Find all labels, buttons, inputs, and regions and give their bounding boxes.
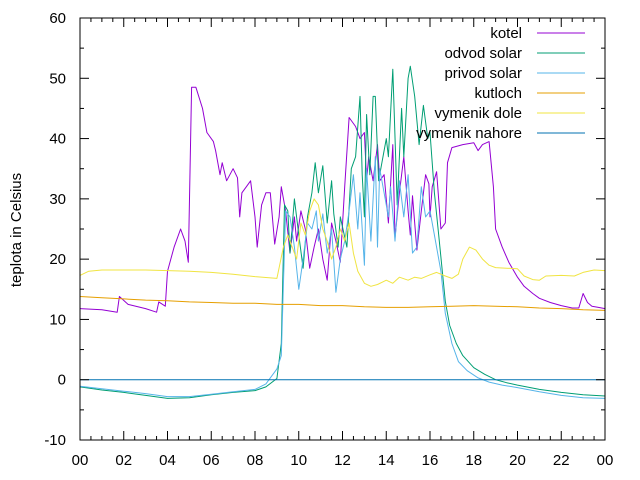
- x-axis: 00 02 04 06 08 10 12 14 16 18 20 22 00: [72, 18, 614, 469]
- x-tick-label: 08: [247, 452, 264, 469]
- y-tick-label: 10: [49, 311, 66, 328]
- x-tick-label: 04: [159, 452, 176, 469]
- plot-area: [79, 65, 606, 399]
- series-line-1: [79, 65, 606, 399]
- y-axis-title: teplota in Celsius: [8, 173, 25, 287]
- x-tick-label: 00: [597, 452, 614, 469]
- legend-label-2: privod solar: [444, 65, 522, 82]
- x-tick-label: 00: [72, 452, 89, 469]
- y-tick-label: -10: [44, 432, 66, 449]
- y-tick-label: 30: [49, 191, 66, 208]
- y-tick-label: 50: [49, 70, 66, 87]
- legend: kotel odvod solar privod solar kutloch vymen…: [416, 25, 585, 142]
- x-tick-label: 10: [290, 452, 307, 469]
- y-axis: -10 0 10 20 30 40 50 60: [44, 10, 605, 449]
- x-tick-label: 02: [115, 452, 132, 469]
- series-line-2: [79, 156, 606, 399]
- x-tick-label: 16: [422, 452, 439, 469]
- y-tick-label: 40: [49, 131, 66, 148]
- y-tick-label: 0: [58, 372, 66, 389]
- series-line-0: [79, 86, 606, 313]
- x-tick-label: 14: [378, 452, 395, 469]
- series-line-4: [79, 198, 606, 287]
- x-tick-label: 20: [509, 452, 526, 469]
- legend-label-4: vymenik dole: [434, 105, 522, 122]
- x-tick-label: 06: [203, 452, 220, 469]
- x-tick-label: 22: [553, 452, 570, 469]
- y-tick-label: 60: [49, 10, 66, 27]
- y-tick-label: 20: [49, 251, 66, 268]
- legend-label-3: kutloch: [474, 85, 522, 102]
- series-line-3: [79, 296, 606, 311]
- x-tick-label: 18: [465, 452, 482, 469]
- legend-label-5: vymenik nahore: [416, 125, 522, 142]
- legend-label-1: odvod solar: [444, 45, 522, 62]
- legend-label-0: kotel: [490, 25, 522, 42]
- x-tick-label: 12: [334, 452, 351, 469]
